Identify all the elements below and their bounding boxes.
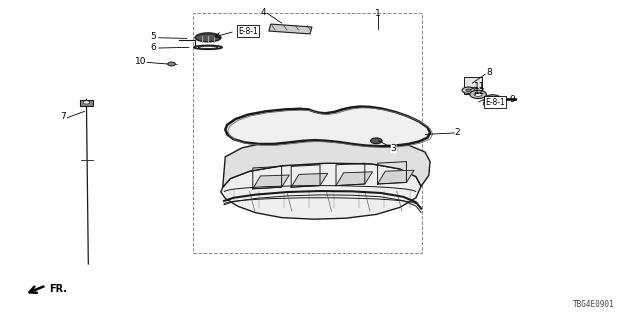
Text: 12: 12 xyxy=(474,87,486,96)
Text: 3: 3 xyxy=(391,144,396,153)
Text: E-8-1: E-8-1 xyxy=(238,27,258,36)
Bar xyxy=(464,77,482,94)
Circle shape xyxy=(462,87,475,93)
Polygon shape xyxy=(221,163,421,219)
Ellipse shape xyxy=(195,34,221,42)
Circle shape xyxy=(83,101,90,104)
Bar xyxy=(269,24,312,34)
Circle shape xyxy=(168,62,175,66)
Text: 7: 7 xyxy=(60,112,65,121)
Polygon shape xyxy=(253,175,289,189)
Bar xyxy=(193,13,422,253)
Polygon shape xyxy=(291,173,328,187)
Circle shape xyxy=(485,95,500,102)
Circle shape xyxy=(466,89,471,92)
Text: TBG4E0901: TBG4E0901 xyxy=(573,300,614,309)
Circle shape xyxy=(470,90,486,99)
Text: 5: 5 xyxy=(151,32,156,41)
Ellipse shape xyxy=(194,45,222,49)
Text: E-8-1: E-8-1 xyxy=(485,98,505,107)
Polygon shape xyxy=(378,170,414,184)
Polygon shape xyxy=(336,172,372,186)
Polygon shape xyxy=(225,107,430,146)
Text: 4: 4 xyxy=(261,8,266,17)
Bar xyxy=(80,100,93,106)
Text: 2: 2 xyxy=(455,128,460,137)
Text: 10: 10 xyxy=(135,57,147,66)
Text: FR.: FR. xyxy=(49,284,67,294)
Text: 1: 1 xyxy=(375,9,380,18)
Text: 8: 8 xyxy=(487,68,492,77)
Text: 11: 11 xyxy=(474,82,486,91)
Circle shape xyxy=(371,138,382,144)
Ellipse shape xyxy=(198,46,218,48)
Circle shape xyxy=(474,92,482,96)
Circle shape xyxy=(489,97,497,100)
Text: 6: 6 xyxy=(151,43,156,52)
Text: 9: 9 xyxy=(509,95,515,104)
Polygon shape xyxy=(223,138,430,187)
